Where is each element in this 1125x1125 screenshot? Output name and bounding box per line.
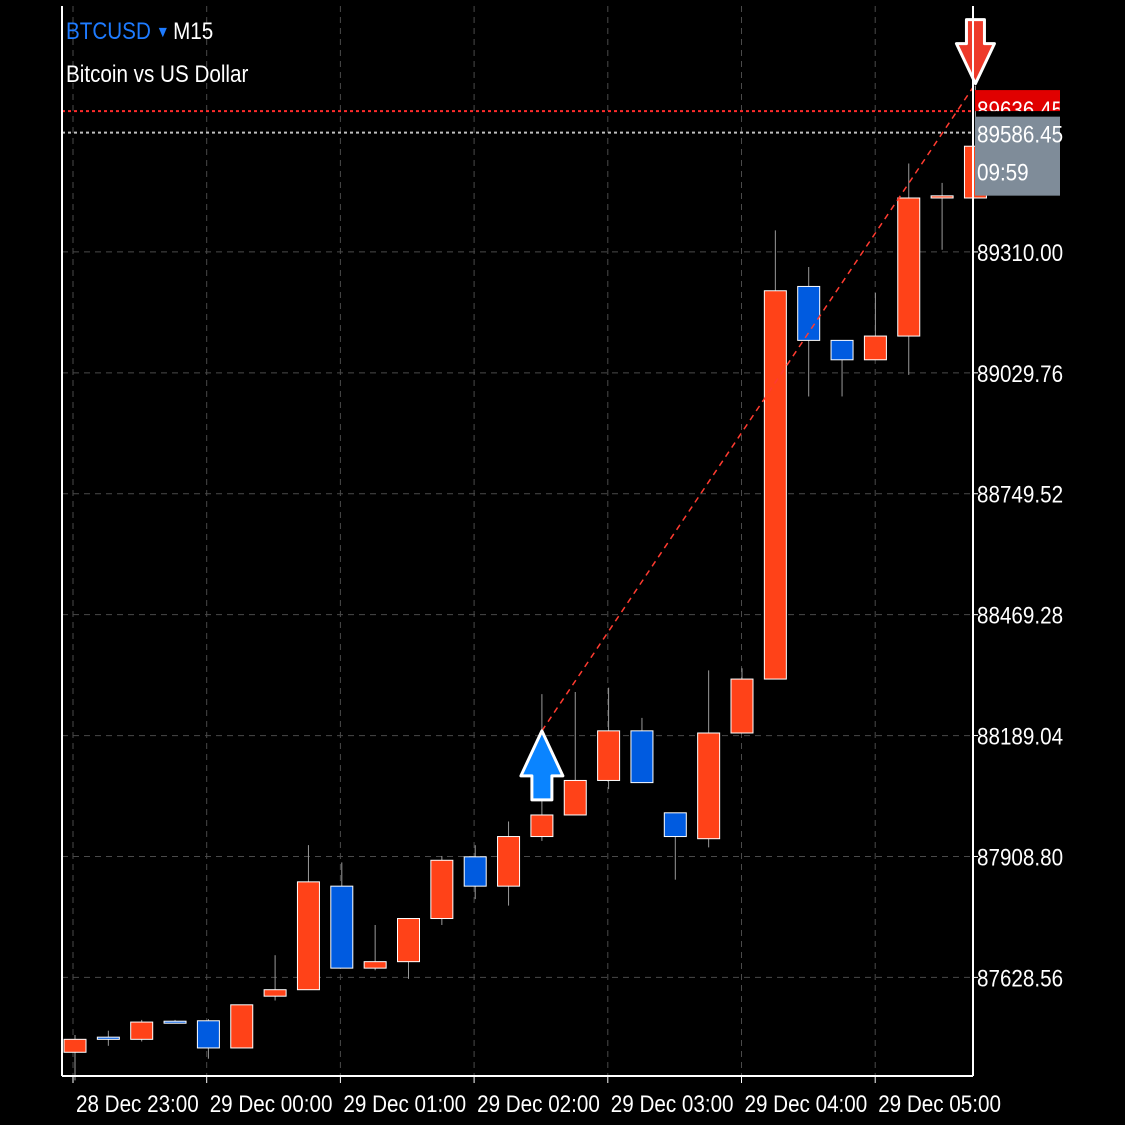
y-tick-label: 89029.76 (977, 360, 1063, 387)
buy-arrow-icon (519, 729, 565, 802)
candle-bull (730, 678, 754, 734)
x-tick-label: 29 Dec 00:00 (210, 1091, 333, 1118)
x-tick-label: 28 Dec 23:00 (76, 1091, 199, 1118)
candle-bear (830, 339, 854, 361)
candle-bear (463, 856, 487, 887)
x-tick-label: 29 Dec 01:00 (343, 1091, 466, 1118)
trade-arrows (519, 18, 996, 802)
chart-grid (62, 6, 973, 1076)
sell-arrow-icon (954, 18, 996, 86)
y-tick-label: 88749.52 (977, 481, 1063, 508)
candle-bear (630, 730, 654, 784)
bid-price-tag (975, 116, 1060, 196)
bid-price-label: 89586.45 (977, 121, 1063, 148)
triangle-down-icon[interactable]: ▼ (156, 24, 170, 41)
countdown-label: 09:59 (977, 159, 1029, 186)
candle-bull (697, 732, 721, 840)
time-axis[interactable]: 28 Dec 23:00 29 Dec 00:00 29 Dec 01:00 29 D… (62, 1075, 1001, 1118)
candle-bull (763, 290, 787, 680)
y-tick-label: 87908.80 (977, 844, 1063, 871)
symbol-name[interactable]: BTCUSD (66, 18, 151, 45)
candle-bear (163, 1020, 187, 1024)
candle-bull (63, 1038, 87, 1053)
candle-bull (530, 814, 554, 838)
trend-line (541, 83, 977, 732)
candle-bull (130, 1021, 154, 1040)
candle-bull (930, 195, 954, 199)
candle-bear (196, 1020, 220, 1049)
candle-bull (497, 836, 521, 887)
candle-bear (96, 1036, 120, 1040)
ask-price-tag (975, 90, 1060, 112)
y-tick-label: 88189.04 (977, 723, 1063, 750)
candle-bull (397, 918, 420, 963)
y-tick-label: 87628.56 (977, 965, 1063, 992)
symbol-description: Bitcoin vs US Dollar (66, 61, 249, 88)
candle-bull (230, 1004, 254, 1049)
x-tick-label: 29 Dec 04:00 (744, 1091, 867, 1118)
price-axis[interactable]: 89310.00 89029.76 88749.52 88469.28 88189.04… (61, 6, 1063, 1076)
candle-bull (263, 989, 287, 997)
candle-bull (430, 859, 454, 920)
chart-header: BTCUSD ▼ M15 (66, 18, 213, 46)
candle-bear (797, 285, 821, 341)
x-tick-label: 29 Dec 02:00 (477, 1091, 600, 1118)
candle-bull (863, 335, 887, 361)
y-tick-label: 89310.00 (977, 239, 1063, 266)
candle-bull (296, 881, 320, 991)
y-tick-label: 88469.28 (977, 602, 1063, 629)
candle-bull (597, 730, 621, 781)
candle-bear (330, 885, 354, 969)
chart-lines (62, 83, 977, 732)
candles (63, 85, 987, 1081)
candle-bear (663, 812, 687, 838)
candle-bull (897, 197, 921, 337)
x-tick-label: 29 Dec 05:00 (878, 1091, 1001, 1118)
candle-bull (563, 779, 587, 816)
x-tick-label: 29 Dec 03:00 (611, 1091, 734, 1118)
ask-price-label: 89636.45 (977, 97, 1063, 124)
candle-bull (363, 961, 387, 969)
timeframe-label: M15 (173, 18, 214, 45)
